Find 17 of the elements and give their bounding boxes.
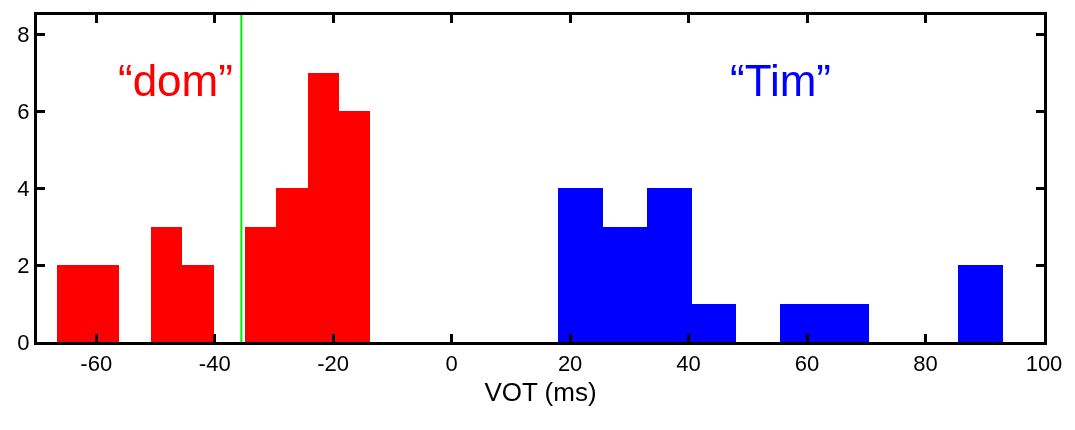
x-tick-label: -40 xyxy=(198,351,231,377)
x-tick-label: 40 xyxy=(676,351,701,377)
y-tick-label: 2 xyxy=(17,252,30,278)
y-tick-label: 6 xyxy=(17,98,30,124)
series-label: “dom” xyxy=(118,56,233,105)
x-tick-label: 0 xyxy=(445,351,458,377)
x-tick-label: 60 xyxy=(794,351,820,377)
x-tick-label: 20 xyxy=(557,351,583,377)
y-tick-label: 8 xyxy=(17,21,30,47)
x-tick-label: 80 xyxy=(913,351,938,377)
x-tick-label: 100 xyxy=(1025,351,1063,377)
x-axis-title: VOT (ms) xyxy=(484,377,597,408)
text: “Tim” xyxy=(730,56,831,105)
y-tick-label: 4 xyxy=(17,175,30,201)
x-tick-label: -20 xyxy=(317,351,350,377)
y-tick-label: 0 xyxy=(17,329,30,355)
x-tick-label: -60 xyxy=(80,351,113,377)
